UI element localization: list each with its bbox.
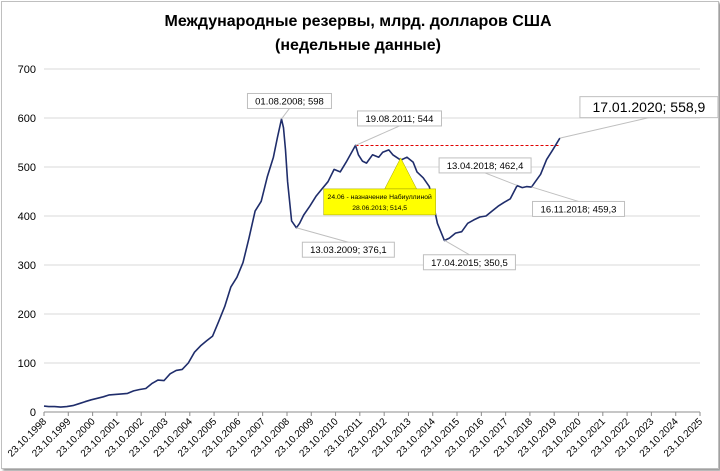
annotations-layer: 01.08.2008; 598 19.08.2011; 544 13.03.2009… bbox=[246, 92, 718, 271]
y-axis: 0 100 200 300 400 500 600 700 bbox=[18, 64, 36, 419]
annotation-box bbox=[301, 241, 395, 258]
annotation-leader bbox=[355, 125, 400, 146]
y-tick-label: 600 bbox=[18, 113, 36, 125]
annotation-label-0: 01.08.2008; 598 bbox=[255, 96, 324, 107]
annotation-label-1: 19.08.2011; 544 bbox=[366, 114, 434, 125]
annotation-box bbox=[357, 110, 443, 127]
callout-pointer bbox=[384, 157, 418, 190]
annotation-label-3: 17.04.2015; 350,5 bbox=[431, 258, 508, 269]
y-tick-label: 200 bbox=[18, 309, 36, 321]
x-axis: 23.10.199823.10.199923.10.200023.10.2001… bbox=[6, 412, 705, 460]
annotation-label-6: 17.01.2020; 558,9 bbox=[592, 99, 705, 115]
callout-line1: 24.06 - назначение Набиуллиной bbox=[328, 193, 432, 201]
annotation-box bbox=[438, 157, 532, 174]
callout-box bbox=[323, 188, 436, 216]
y-tick-label: 0 bbox=[30, 407, 36, 419]
annotation-leader bbox=[484, 172, 518, 186]
annotation-leader bbox=[531, 186, 579, 202]
annotation-box bbox=[532, 200, 626, 217]
callout-line2: 28.06.2013; 514,5 bbox=[352, 205, 407, 212]
y-tick-label: 500 bbox=[18, 162, 36, 174]
annotation-label-2: 13.03.2009; 376,1 bbox=[310, 245, 387, 256]
chart-subtitle: (недельные данные) bbox=[275, 37, 441, 54]
annotation-leader bbox=[281, 108, 290, 120]
y-tick-label: 400 bbox=[18, 211, 36, 223]
annotation-label-4: 13.04.2018; 462,4 bbox=[447, 161, 524, 172]
grid-layer bbox=[44, 68, 700, 413]
series-layer bbox=[43, 118, 561, 408]
y-tick-label: 700 bbox=[18, 64, 36, 76]
annotation-box bbox=[246, 92, 332, 109]
chart-title: Международные резервы, млрд. долларов СШ… bbox=[164, 13, 551, 30]
annotation-leader bbox=[444, 239, 470, 256]
annotation-leader bbox=[296, 227, 349, 243]
annotation-label-5: 16.11.2018; 459,3 bbox=[541, 204, 617, 215]
series-line-0 bbox=[43, 118, 561, 408]
annotation-box bbox=[422, 254, 516, 271]
y-tick-label: 300 bbox=[18, 260, 36, 272]
annotation-leader bbox=[559, 117, 650, 139]
y-tick-label: 100 bbox=[18, 358, 36, 370]
annotation-box bbox=[579, 96, 718, 119]
